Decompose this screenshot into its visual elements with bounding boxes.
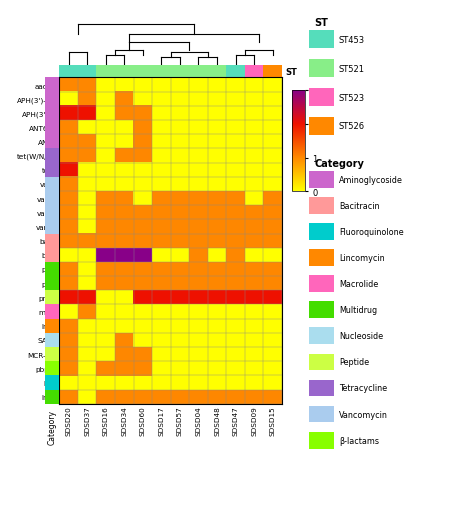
Text: Aminoglycoside: Aminoglycoside xyxy=(339,176,403,184)
Bar xyxy=(45,149,59,163)
Bar xyxy=(45,121,59,135)
Bar xyxy=(45,263,59,277)
Text: Multidrug: Multidrug xyxy=(339,306,377,315)
Bar xyxy=(309,224,334,240)
Text: Fluoroquinolone: Fluoroquinolone xyxy=(339,228,403,237)
Bar xyxy=(45,291,59,305)
Bar xyxy=(45,206,59,220)
Bar xyxy=(45,333,59,347)
Text: Tetracycline: Tetracycline xyxy=(339,384,387,393)
Bar xyxy=(45,376,59,390)
Bar xyxy=(309,432,334,448)
Bar xyxy=(309,276,334,292)
Bar xyxy=(115,66,134,78)
Bar xyxy=(309,380,334,396)
Bar xyxy=(45,234,59,248)
Text: ST521: ST521 xyxy=(339,65,365,74)
Text: Category: Category xyxy=(48,409,56,444)
Bar xyxy=(152,66,171,78)
Text: Category: Category xyxy=(314,159,364,169)
Bar xyxy=(208,66,226,78)
Bar xyxy=(171,66,189,78)
Text: β-lactams: β-lactams xyxy=(339,436,379,445)
Bar xyxy=(45,163,59,177)
Text: ST: ST xyxy=(286,68,298,76)
Bar xyxy=(309,60,334,78)
Bar xyxy=(309,89,334,107)
Bar xyxy=(189,66,208,78)
Bar xyxy=(45,92,59,107)
Bar xyxy=(309,31,334,49)
Text: ST526: ST526 xyxy=(339,122,365,131)
Text: ST: ST xyxy=(314,18,328,27)
Bar xyxy=(309,198,334,215)
Bar xyxy=(245,66,264,78)
Bar xyxy=(45,135,59,149)
Bar xyxy=(309,118,334,135)
Text: Vancomycin: Vancomycin xyxy=(339,410,388,419)
Bar xyxy=(45,220,59,234)
Bar xyxy=(309,172,334,188)
Bar xyxy=(226,66,245,78)
Bar xyxy=(134,66,152,78)
Bar xyxy=(45,191,59,206)
Bar xyxy=(45,362,59,376)
Text: ST453: ST453 xyxy=(339,36,365,45)
Text: Nucleoside: Nucleoside xyxy=(339,332,383,341)
Bar xyxy=(45,78,59,92)
Bar xyxy=(59,66,78,78)
Bar xyxy=(309,406,334,423)
Bar xyxy=(45,319,59,333)
Bar xyxy=(309,328,334,344)
Bar xyxy=(45,347,59,362)
Bar xyxy=(45,277,59,291)
Text: ST523: ST523 xyxy=(339,93,365,103)
Bar xyxy=(309,302,334,319)
Text: Peptide: Peptide xyxy=(339,358,369,367)
Bar xyxy=(78,66,96,78)
Bar xyxy=(264,66,282,78)
Bar xyxy=(45,177,59,191)
Bar xyxy=(309,354,334,371)
Bar xyxy=(45,305,59,319)
Bar xyxy=(45,248,59,263)
Bar xyxy=(45,107,59,121)
Bar xyxy=(309,250,334,267)
Text: Bacitracin: Bacitracin xyxy=(339,201,379,211)
Text: Macrolide: Macrolide xyxy=(339,280,378,289)
Bar xyxy=(45,390,59,404)
Text: Lincomycin: Lincomycin xyxy=(339,254,384,263)
Bar xyxy=(96,66,115,78)
